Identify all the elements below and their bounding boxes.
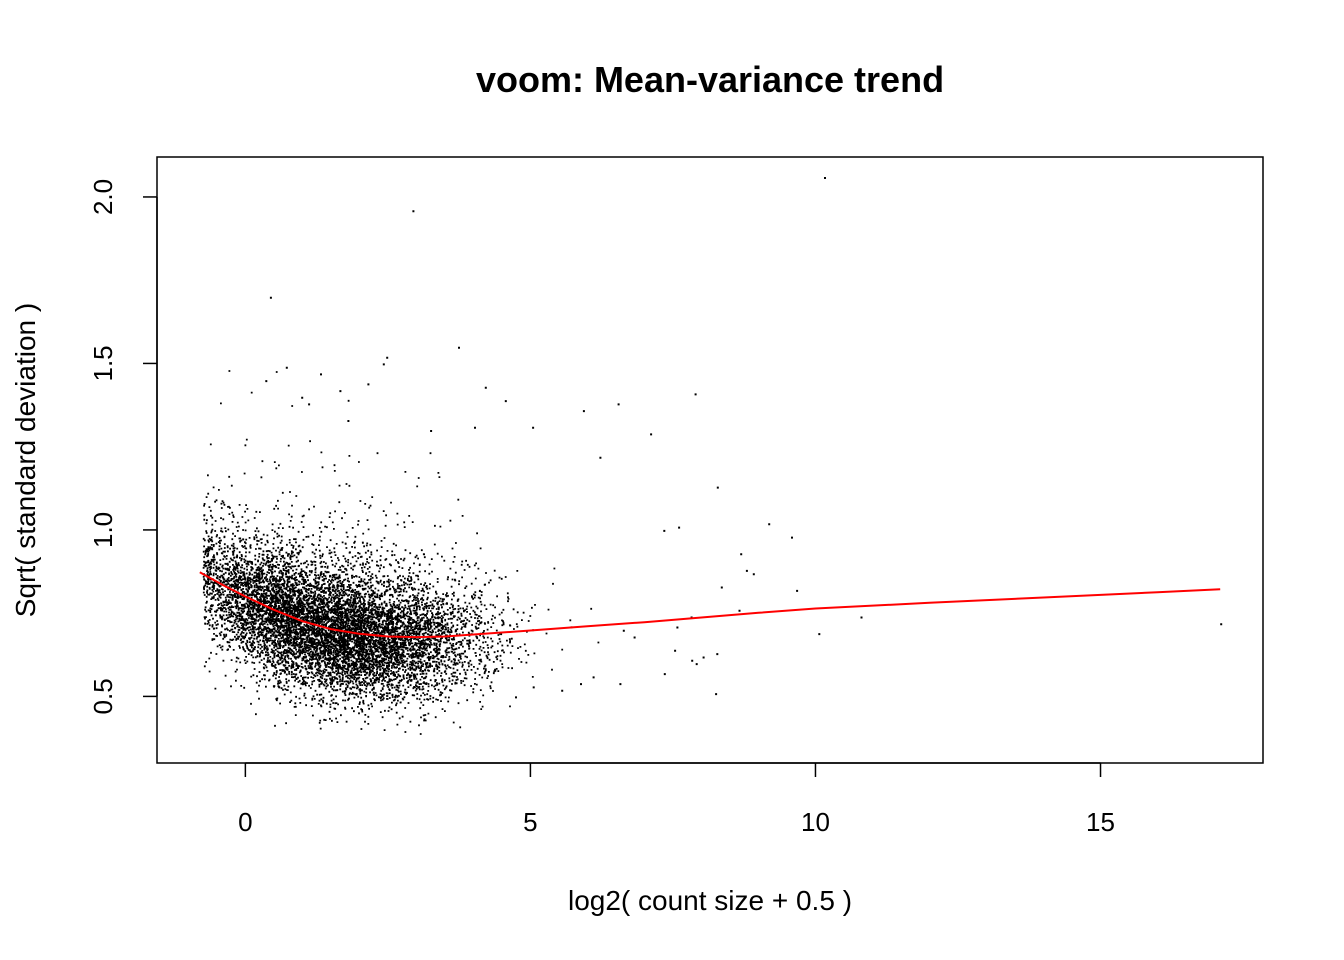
x-tick-label: 15 — [1086, 807, 1115, 837]
y-tick-label: 2.0 — [88, 179, 118, 215]
x-axis: 0 5 10 15 — [238, 762, 1115, 837]
trend-line-layer — [199, 571, 1221, 639]
y-tick-label: 1.5 — [88, 345, 118, 381]
scatter-points — [202, 177, 1223, 735]
x-axis-label: log2( count size + 0.5 ) — [568, 885, 852, 916]
chart-title: voom: Mean-variance trend — [476, 59, 944, 100]
y-axis: 0.5 1.0 1.5 2.0 — [88, 179, 158, 714]
y-tick-label: 0.5 — [88, 678, 118, 714]
x-tick-label: 5 — [523, 807, 537, 837]
trend-line — [199, 571, 1221, 639]
y-tick-label: 1.0 — [88, 512, 118, 548]
x-tick-label: 0 — [238, 807, 252, 837]
scatter-point — [202, 177, 1223, 735]
x-tick-label: 10 — [801, 807, 830, 837]
y-axis-label: Sqrt( standard deviation ) — [10, 303, 41, 617]
